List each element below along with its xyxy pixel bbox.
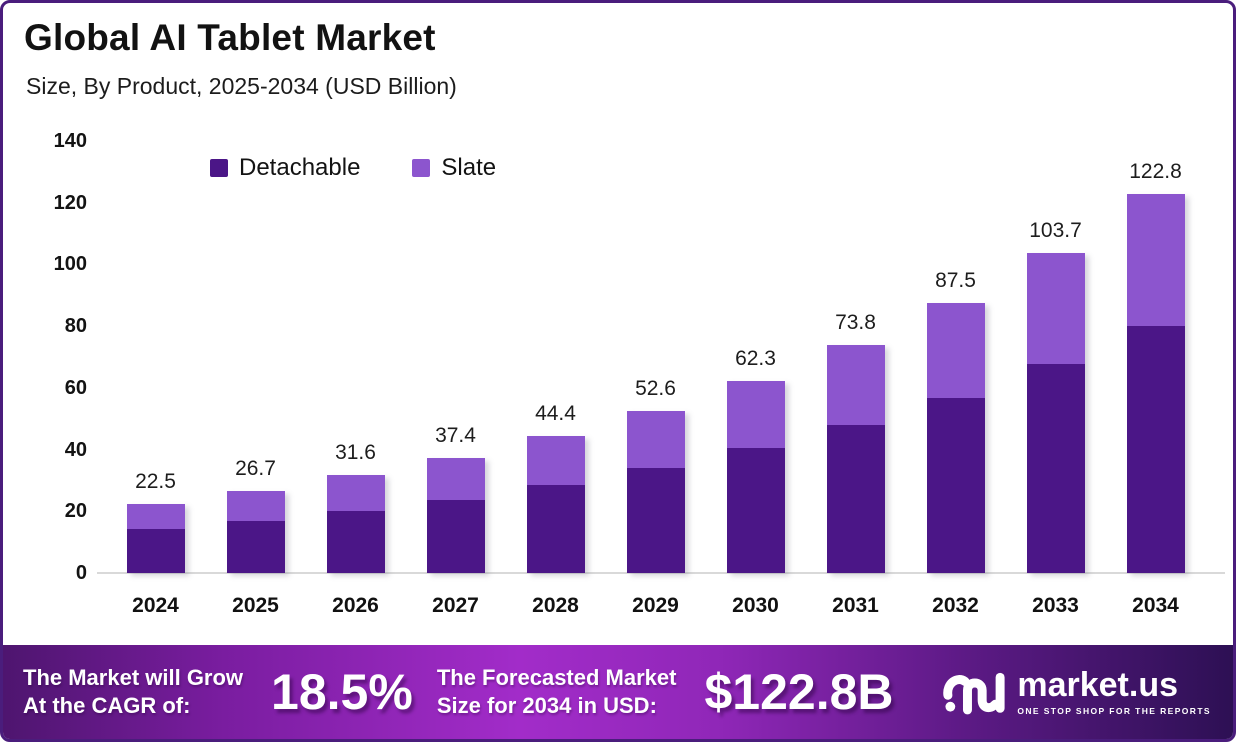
bar-segment-slate — [726, 380, 785, 449]
bar-value-label: 103.7 — [1029, 219, 1082, 242]
brand-text: market.us ONE STOP SHOP FOR THE REPORTS — [1017, 668, 1211, 716]
y-axis-tick-label: 140 — [53, 130, 87, 152]
bar-2034 — [1126, 194, 1185, 573]
x-axis-tick-label: 2025 — [232, 594, 279, 617]
y-axis-tick-label: 0 — [75, 562, 87, 584]
x-axis-tick-label: 2027 — [432, 594, 479, 617]
bar-value-label: 37.4 — [435, 423, 476, 447]
x-axis-tick-label: 2024 — [132, 594, 179, 617]
page-subtitle: Size, By Product, 2025-2034 (USD Billion… — [26, 73, 457, 99]
cagr-label-line1: The Market will Grow — [23, 664, 244, 690]
y-axis-tick-label: 20 — [64, 500, 87, 523]
forecast-label-line1: The Forecasted Market — [436, 664, 677, 690]
bar-segment-detachable — [1026, 364, 1085, 573]
bar-value-label: 31.6 — [335, 441, 376, 465]
x-axis-tick-label: 2028 — [532, 594, 579, 617]
legend-swatch-icon — [412, 159, 431, 177]
x-axis-line — [97, 572, 1225, 574]
y-axis-tick-label: 40 — [64, 438, 87, 461]
bar-segment-slate — [926, 303, 985, 399]
bar-value-label: 22.5 — [135, 469, 176, 493]
bar-value-label: 73.8 — [835, 311, 876, 335]
bar-2024 — [126, 503, 185, 573]
bar-2025 — [226, 490, 285, 573]
cagr-label: The Market will Grow At the CAGR of: — [23, 664, 243, 720]
x-axis-tick-label: 2034 — [1132, 594, 1179, 617]
bar-segment-slate — [526, 435, 585, 486]
y-axis-tick-label: 60 — [64, 376, 87, 399]
cagr-value: 18.5% — [271, 664, 413, 720]
forecast-value: $122.8B — [704, 664, 894, 720]
bar-segment-detachable — [126, 528, 185, 573]
bar-value-label: 62.3 — [735, 346, 776, 370]
bar-segment-slate — [426, 457, 485, 500]
bar-segment-detachable — [1126, 325, 1185, 573]
bar-segment-slate — [1026, 253, 1085, 365]
bar-segment-detachable — [826, 424, 885, 573]
bar-2032 — [926, 303, 985, 573]
bar-segment-detachable — [726, 448, 785, 573]
bar-2031 — [826, 345, 885, 573]
legend-swatch-icon — [210, 159, 228, 177]
bar-segment-slate — [326, 475, 385, 512]
x-axis-tick-label: 2029 — [632, 594, 679, 617]
y-axis-tick-label: 100 — [53, 253, 87, 276]
bar-segment-slate — [226, 490, 285, 521]
legend-label: Detachable — [239, 154, 361, 181]
x-axis-tick-label: 2026 — [332, 594, 379, 617]
bar-segment-detachable — [926, 398, 985, 573]
forecast-label: The Forecasted Market Size for 2034 in U… — [437, 664, 677, 720]
bar-segment-slate — [826, 345, 885, 425]
bar-segment-detachable — [626, 468, 685, 573]
y-axis-tick-label: 120 — [53, 191, 87, 214]
bar-segment-detachable — [326, 511, 385, 573]
legend-item-slate: Slate — [412, 154, 496, 182]
brand-logo: market.us ONE STOP SHOP FOR THE REPORTS — [943, 664, 1211, 720]
bar-value-label: 44.4 — [535, 401, 576, 425]
bar-segment-slate — [626, 410, 685, 469]
bar-segment-slate — [126, 503, 185, 529]
bar-2033 — [1026, 253, 1085, 573]
bar-segment-detachable — [526, 485, 585, 573]
page-title: Global AI Tablet Market — [24, 17, 436, 58]
legend-label: Slate — [441, 154, 497, 181]
x-axis-tick-label: 2031 — [832, 594, 879, 617]
forecast-label-line2: Size for 2034 in USD: — [436, 693, 657, 718]
y-axis-tick-label: 80 — [64, 315, 87, 338]
bar-2026 — [326, 475, 385, 573]
x-axis-tick-label: 2030 — [732, 594, 779, 617]
bar-value-label: 87.5 — [935, 269, 976, 292]
x-axis-tick-label: 2032 — [932, 594, 979, 617]
brand-tagline: ONE STOP SHOP FOR THE REPORTS — [1017, 706, 1211, 716]
marketus-icon — [943, 672, 1005, 715]
footer-banner: The Market will Grow At the CAGR of: 18.… — [3, 645, 1233, 739]
brand-name: market.us — [1017, 666, 1178, 704]
chart-legend: Detachable Slate — [210, 154, 496, 182]
bar-value-label: 26.7 — [235, 456, 276, 480]
bar-segment-slate — [1126, 194, 1185, 326]
bar-2028 — [526, 435, 585, 573]
stacked-bar-chart: 0 20 40 60 80 100 120 140 22.5 2024 26.7 2025 31.6 20… — [3, 3, 1233, 651]
bar-value-label: 122.8 — [1129, 160, 1182, 184]
bar-2030 — [726, 380, 785, 573]
bar-segment-detachable — [426, 499, 485, 573]
bar-2029 — [626, 410, 685, 573]
legend-item-detachable: Detachable — [210, 154, 360, 182]
bar-segment-detachable — [226, 520, 285, 573]
bar-value-label: 52.6 — [635, 376, 676, 400]
x-axis-tick-label: 2033 — [1032, 594, 1079, 617]
cagr-label-line2: At the CAGR of: — [23, 693, 191, 718]
bar-2027 — [426, 457, 485, 573]
